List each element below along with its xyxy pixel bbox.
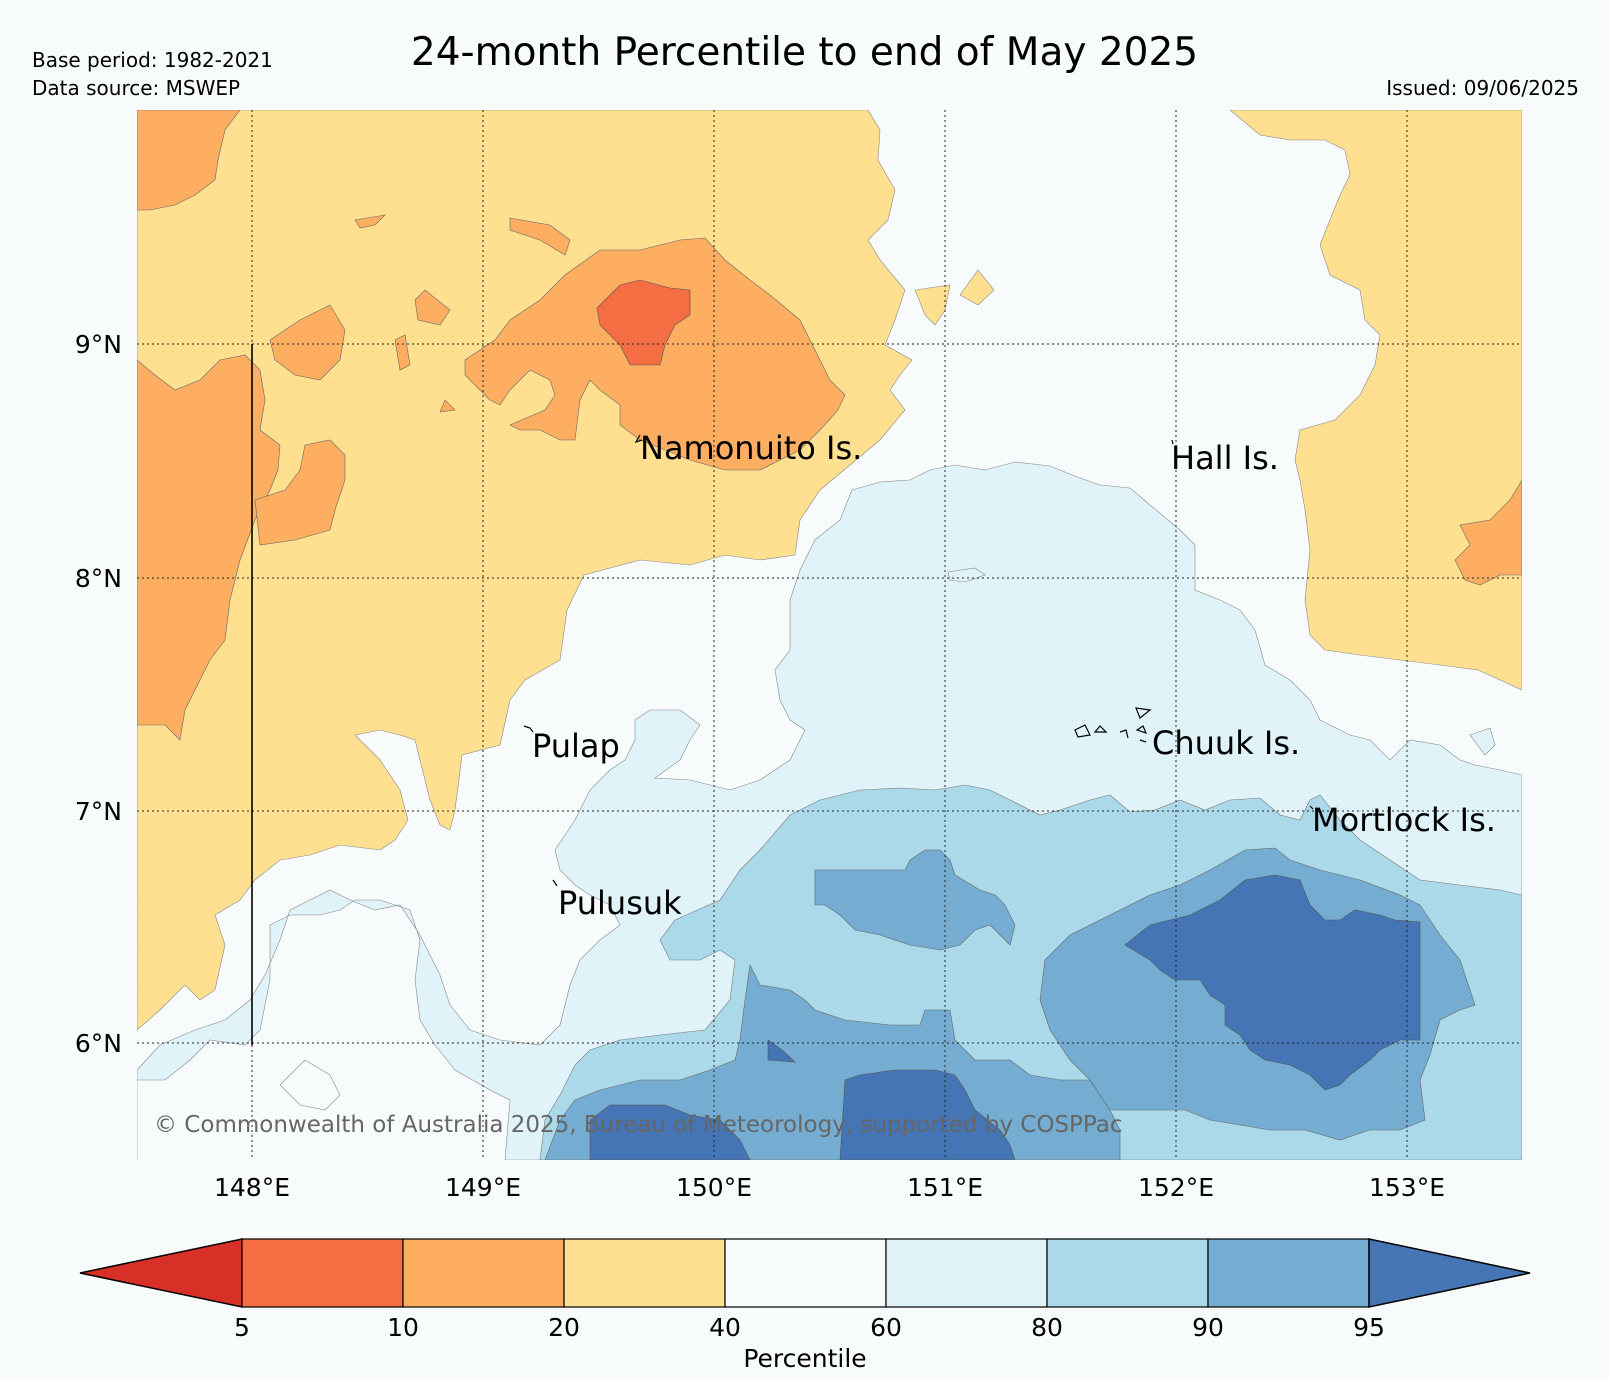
- region-5-10: [596, 279, 691, 366]
- lat-label-6: 6°N: [75, 1029, 122, 1058]
- place-mortlock: Mortlock Is.: [1312, 801, 1496, 839]
- map-title: 24-month Percentile to end of May 2025: [410, 30, 1199, 75]
- lon-label-151: 151°E: [907, 1173, 983, 1202]
- place-pulap: Pulap: [532, 727, 620, 765]
- colorbar-tick-80: 80: [1031, 1313, 1063, 1342]
- colorbar-60-80: [885, 1238, 1048, 1308]
- colorbar-tick-40: 40: [709, 1313, 741, 1342]
- place-namonuito: Namonuito Is.: [640, 429, 862, 467]
- colorbar-tick-5: 5: [234, 1313, 250, 1342]
- lon-label-149: 149°E: [445, 1173, 521, 1202]
- colorbar-gt95: [1368, 1238, 1531, 1308]
- base-period-note: Base period: 1982-2021: [32, 48, 273, 72]
- colorbar-label: Percentile: [743, 1344, 866, 1373]
- colorbar-10-20: [402, 1238, 565, 1308]
- colorbar-lt5: [79, 1238, 243, 1308]
- colorbar-tick-60: 60: [870, 1313, 902, 1342]
- region-10-20-west: [137, 110, 241, 211]
- region-gt95: [1124, 874, 1421, 1091]
- colorbar-80-90: [1046, 1238, 1209, 1308]
- colorbar-tick-95: 95: [1353, 1313, 1385, 1342]
- colorbar-tick-90: 90: [1192, 1313, 1224, 1342]
- lon-label-150: 150°E: [676, 1173, 752, 1202]
- data-source-note: Data source: MSWEP: [32, 76, 241, 100]
- graticule: [137, 110, 1522, 1160]
- colorbar-5-10: [241, 1238, 404, 1308]
- place-hall: Hall Is.: [1171, 439, 1279, 477]
- map-panel: Namonuito Is. Hall Is. Pulap Chuuk Is. M…: [137, 110, 1522, 1160]
- lat-label-8: 8°N: [75, 564, 122, 593]
- place-pulusuk: Pulusuk: [558, 884, 682, 922]
- colorbar-20-40: [563, 1238, 726, 1308]
- colorbar-tick-20: 20: [548, 1313, 580, 1342]
- lon-label-152: 152°E: [1138, 1173, 1214, 1202]
- colorbar-tick-10: 10: [387, 1313, 419, 1342]
- colorbar-90-95: [1207, 1238, 1370, 1308]
- colorbar-40-60: [724, 1238, 887, 1308]
- island-outlines: [523, 434, 1314, 887]
- region-20-40-east: [1229, 110, 1522, 691]
- place-chuuk: Chuuk Is.: [1152, 724, 1300, 762]
- lon-label-148: 148°E: [214, 1173, 290, 1202]
- copyright-note: © Commonwealth of Australia 2025, Bureau…: [154, 1112, 1123, 1138]
- colorbar: [79, 1238, 1531, 1308]
- lon-label-153: 153°E: [1369, 1173, 1445, 1202]
- issued-date: Issued: 09/06/2025: [1386, 76, 1579, 100]
- lat-label-7: 7°N: [75, 797, 122, 826]
- lat-label-9: 9°N: [75, 330, 122, 359]
